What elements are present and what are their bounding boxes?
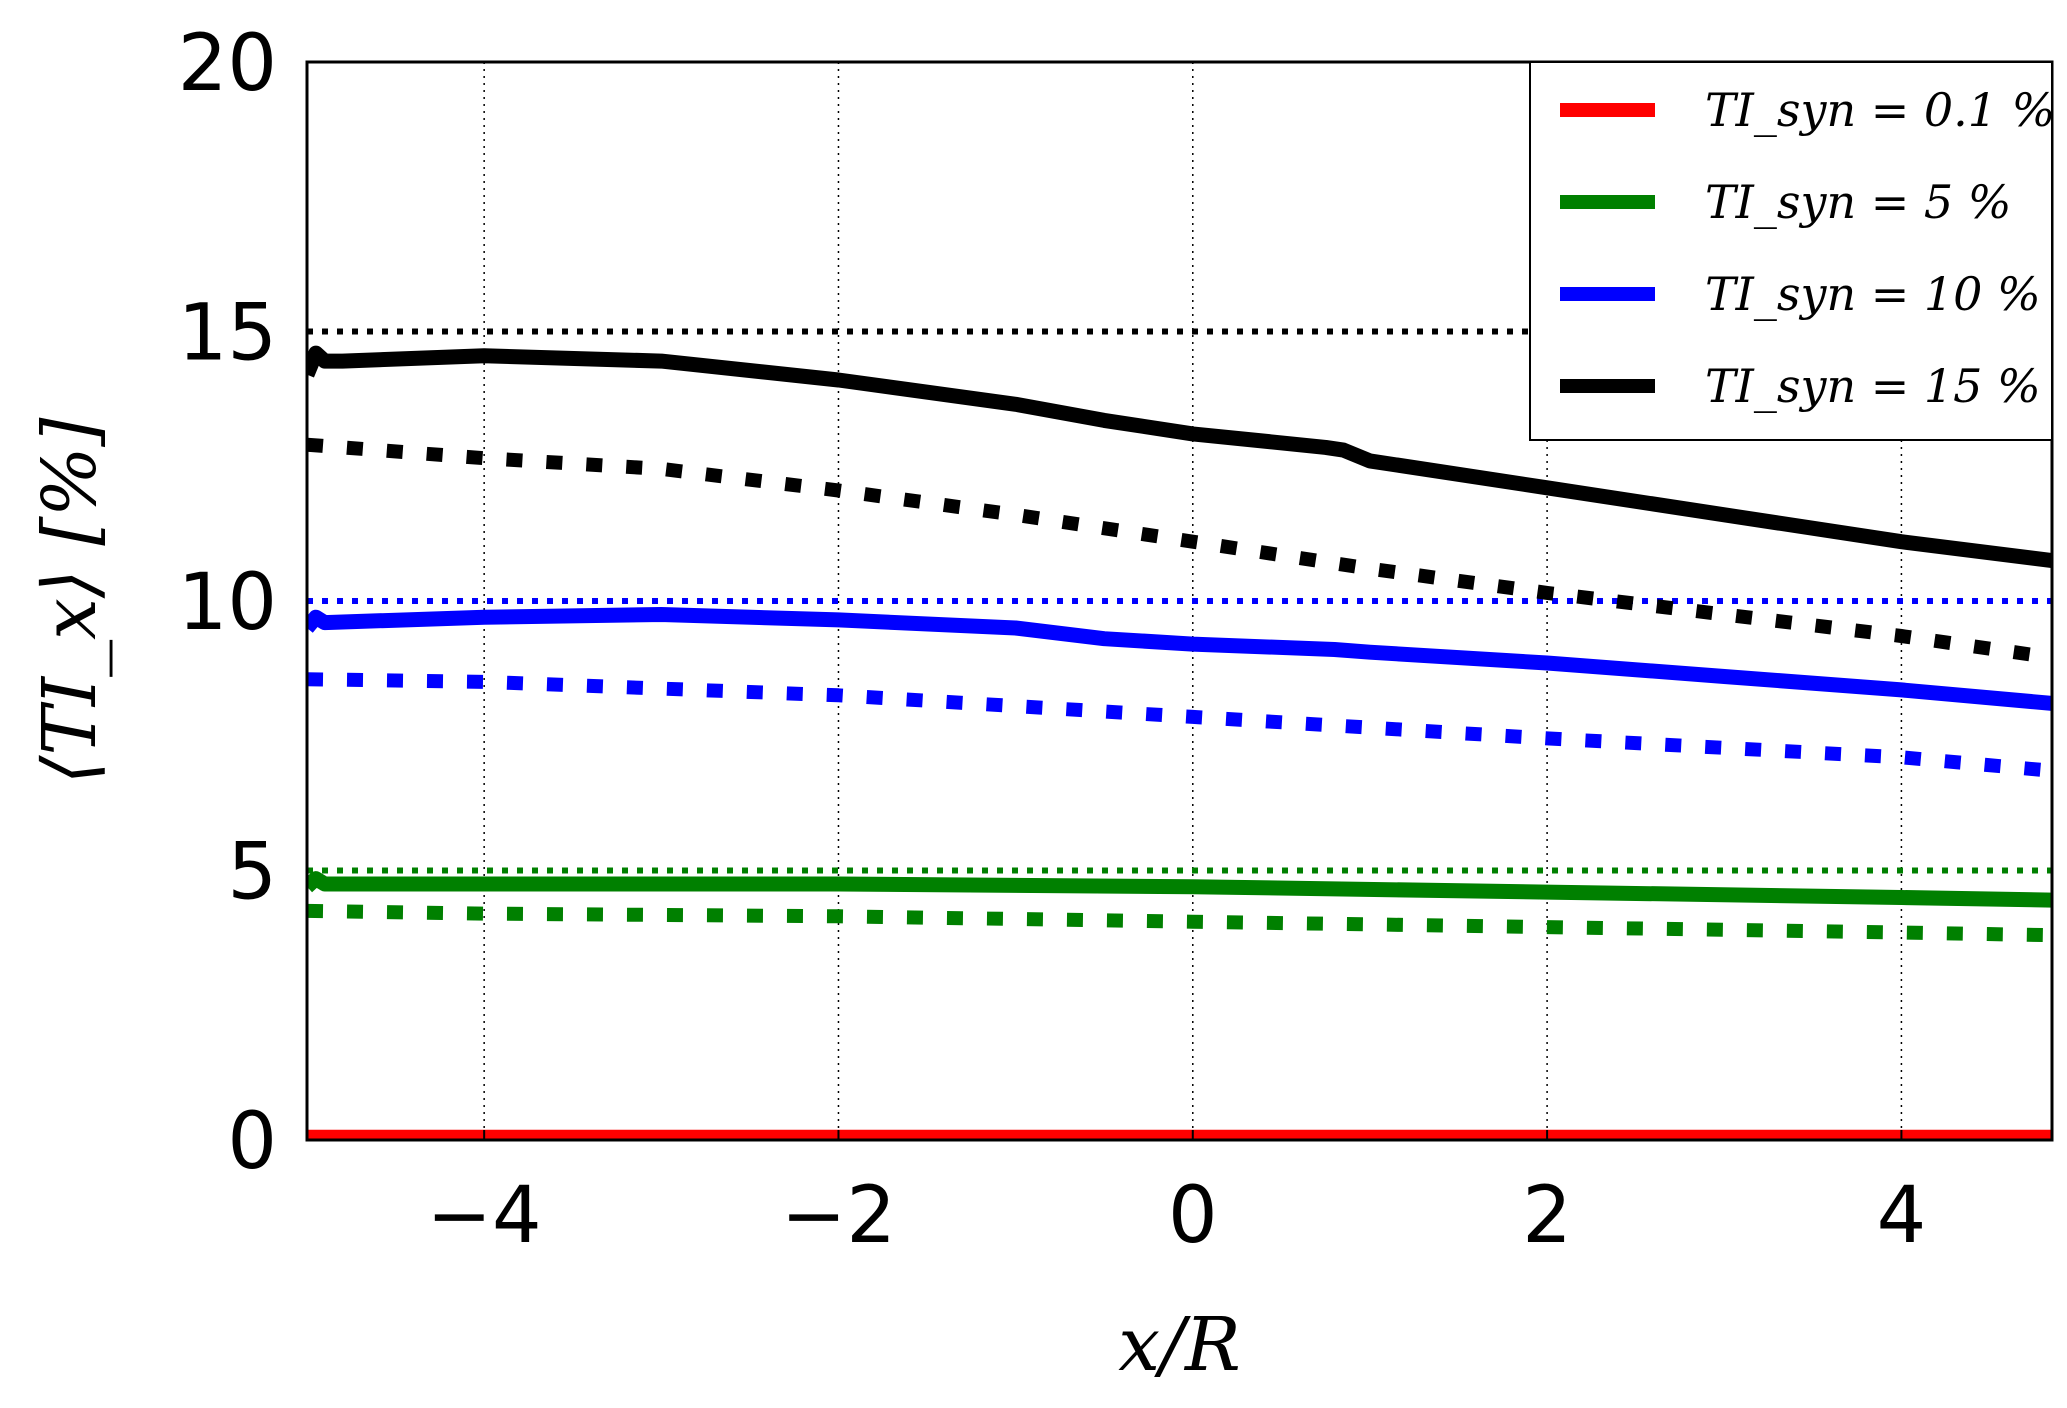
legend-label: TI_syn = 10 % — [1705, 267, 2041, 321]
y-tick-label: 0 — [227, 1097, 277, 1187]
y-tick-label: 10 — [178, 558, 277, 648]
series-line-dashed — [307, 672, 2052, 778]
legend-label: TI_syn = 0.1 % — [1705, 83, 2055, 137]
x-axis-label: x/R — [1118, 1302, 1240, 1388]
series-line-dashed — [307, 903, 2052, 943]
x-tick-label: 2 — [1522, 1171, 1572, 1261]
y-axis-label-group: ⟨TI_x⟩ [%] — [27, 418, 113, 785]
legend: TI_syn = 0.1 % TI_syn = 5 % TI_syn = 10 % T… — [1529, 61, 2055, 441]
y-tick-label: 15 — [178, 289, 277, 379]
x-tick-label: 0 — [1168, 1171, 1218, 1261]
series-line-solid — [307, 607, 2052, 711]
legend-label: TI_syn = 5 % — [1705, 175, 2011, 229]
y-tick-label: 5 — [227, 828, 277, 918]
legend-box — [1529, 61, 2053, 441]
y-axis-label: ⟨TI_x⟩ [%] — [27, 418, 113, 785]
series-line-solid — [307, 871, 2052, 908]
series-group — [307, 328, 2052, 1140]
plot-frame — [305, 60, 2054, 1142]
legend-label: TI_syn = 15 % — [1705, 359, 2041, 413]
tick-labels: −4 −2 0 2 4 0 5 10 15 20 — [178, 19, 1927, 1261]
y-tick-label: 20 — [178, 19, 277, 109]
series-line-dashed — [307, 437, 2052, 665]
x-tick-label: −4 — [427, 1171, 542, 1261]
series-line-solid — [307, 345, 2052, 569]
x-tick-label: −2 — [781, 1171, 896, 1261]
x-tick-label: 4 — [1877, 1171, 1927, 1261]
